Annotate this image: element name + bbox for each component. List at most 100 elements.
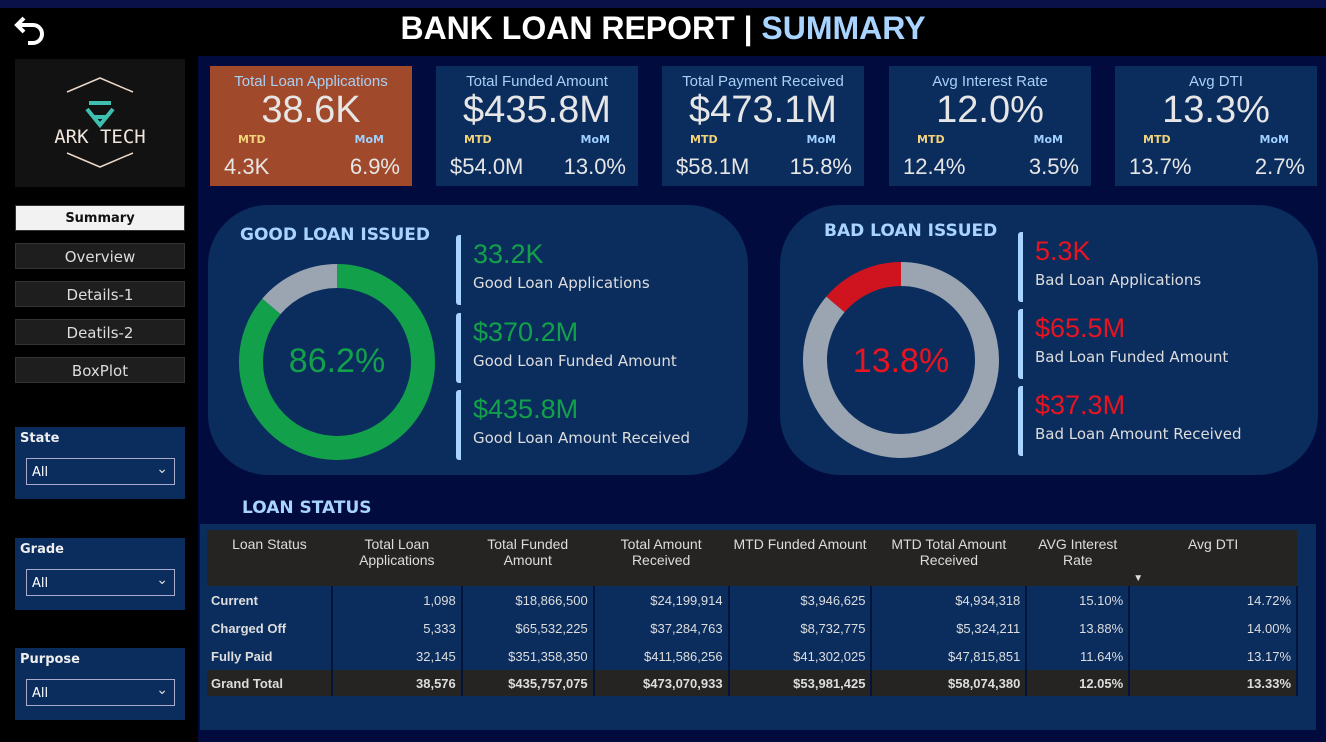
column-header[interactable]: MTD Funded Amount: [728, 530, 872, 586]
kpi-mom-value: 13.0%: [563, 154, 626, 179]
table-cell: $18,866,500: [461, 586, 595, 614]
stat-value: 5.3K: [1035, 236, 1091, 266]
table-cell: Current: [207, 586, 333, 614]
purpose-filter: Purpose All ⌄: [15, 648, 185, 720]
sort-descending-icon[interactable]: ▼: [1133, 573, 1144, 584]
state-dropdown[interactable]: All ⌄: [26, 458, 175, 485]
nav-details-2[interactable]: Deatils-2: [15, 319, 185, 345]
table-cell: $5,324,211: [871, 614, 1028, 642]
kpi-mom-label: MoM: [1033, 133, 1063, 146]
table-cell: $65,532,225: [461, 614, 595, 642]
stat-label: Bad Loan Amount Received: [1035, 425, 1242, 443]
column-header[interactable]: Avg DTI ▼: [1129, 530, 1297, 586]
kpi-mom-value: 2.7%: [1254, 154, 1305, 179]
total-cell: $58,074,380: [871, 670, 1028, 696]
nav-boxplot[interactable]: BoxPlot: [15, 357, 185, 383]
nav-summary[interactable]: Summary: [15, 205, 185, 231]
bad-loan-title: BAD LOAN ISSUED: [824, 221, 998, 241]
kpi-mtd-label: MTD: [1143, 133, 1171, 146]
table-cell: $37,284,763: [593, 614, 730, 642]
table-cell: $41,302,025: [728, 642, 873, 670]
stat-value: $37.3M: [1035, 390, 1126, 420]
column-header-text: Total Funded Amount: [487, 536, 569, 568]
good-loan-stat: $370.2M Good Loan Funded Amount: [456, 313, 677, 383]
column-header[interactable]: Total Amount Received: [593, 530, 729, 586]
table-row: Fully Paid 32,145 $351,358,350 $411,586,256…: [207, 642, 1298, 670]
title-highlight: SUMMARY: [761, 10, 926, 46]
chevron-down-icon: ⌄: [156, 682, 168, 698]
state-value: All: [32, 465, 49, 480]
kpi-card: Total Payment Received $473.1M MTD MoM $…: [662, 66, 864, 186]
kpi-mom-label: MoM: [806, 133, 836, 146]
page-title: BANK LOAN REPORT | SUMMARY: [0, 10, 1326, 47]
column-header[interactable]: Loan Status: [207, 530, 332, 586]
column-header-text: Avg DTI: [1187, 536, 1239, 552]
stat-label: Good Loan Funded Amount: [473, 352, 677, 370]
kpi-mtd-value: $54.0M: [450, 154, 524, 179]
total-cell: 12.05%: [1026, 670, 1131, 696]
loan-status-table: Loan Status Total Loan Applications Total …: [207, 530, 1298, 696]
kpi-mom-value: 15.8%: [789, 154, 852, 179]
table-cell: Fully Paid: [207, 642, 333, 670]
bad-loan-stat: 5.3K Bad Loan Applications: [1018, 232, 1201, 302]
column-header[interactable]: Total Loan Applications: [331, 530, 462, 586]
kpi-card: Total Loan Applications 38.6K MTD MoM 4.…: [210, 66, 412, 186]
donut-segment-primary: [803, 262, 999, 458]
total-cell: 13.33%: [1129, 670, 1298, 696]
total-cell: $473,070,933: [593, 670, 730, 696]
table-cell: $8,732,775: [728, 614, 873, 642]
grade-value: All: [32, 576, 49, 591]
kpi-mom-label: MoM: [580, 133, 610, 146]
top-stripe: [0, 0, 1326, 8]
donut-segment-secondary: [826, 262, 902, 313]
kpi-mom-value: 6.9%: [349, 154, 400, 179]
purpose-dropdown[interactable]: All ⌄: [26, 679, 175, 706]
table-cell: 11.64%: [1026, 642, 1131, 670]
column-header[interactable]: Total Funded Amount: [461, 530, 594, 586]
table-cell: $24,199,914: [593, 586, 730, 614]
table-cell: $411,586,256: [593, 642, 730, 670]
table-cell: 13.88%: [1026, 614, 1131, 642]
kpi-title: Total Funded Amount: [466, 73, 608, 90]
good-loan-title: GOOD LOAN ISSUED: [240, 225, 430, 245]
stat-value: $435.8M: [473, 394, 579, 424]
kpi-title: Total Loan Applications: [234, 73, 388, 90]
kpi-title: Total Payment Received: [682, 73, 844, 90]
table-cell: 1,098: [331, 586, 463, 614]
table-cell: 14.00%: [1129, 614, 1298, 642]
kpi-value: $435.8M: [463, 89, 611, 131]
table-row: Current 1,098 $18,866,500 $24,199,914 $3,946…: [207, 586, 1298, 614]
column-header[interactable]: MTD Total Amount Received: [871, 530, 1027, 586]
nav-overview[interactable]: Overview: [15, 243, 185, 269]
grade-filter-label: Grade: [20, 542, 64, 557]
kpi-mtd-value: 12.4%: [903, 154, 966, 179]
stat-value: $370.2M: [473, 317, 579, 347]
good-loan-stat: 33.2K Good Loan Applications: [456, 235, 650, 305]
kpi-value: 38.6K: [261, 89, 361, 131]
grand-total-row: Grand Total 38,576 $435,757,075 $473,070,93…: [207, 670, 1298, 696]
column-header-text: Total Loan Applications: [359, 536, 435, 568]
kpi-mom-label: MoM: [354, 133, 384, 146]
kpi-value: 12.0%: [936, 89, 1044, 131]
header-bar: [0, 8, 1326, 56]
column-header-text: AVG Interest Rate: [1038, 536, 1118, 568]
table-cell: 15.10%: [1026, 586, 1131, 614]
kpi-mtd-label: MTD: [690, 133, 718, 146]
column-header[interactable]: AVG Interest Rate: [1026, 530, 1130, 586]
kpi-mom-value: 3.5%: [1028, 154, 1079, 179]
kpi-value: 13.3%: [1162, 89, 1270, 131]
kpi-card: Avg Interest Rate 12.0% MTD MoM 12.4% 3.…: [889, 66, 1091, 186]
logo: ARK TECH: [15, 59, 185, 187]
kpi-mtd-label: MTD: [917, 133, 945, 146]
total-cell: Grand Total: [207, 670, 333, 696]
grade-dropdown[interactable]: All ⌄: [26, 569, 175, 596]
donut-segment-primary: [239, 264, 435, 460]
nav-details-1[interactable]: Details-1: [15, 281, 185, 307]
kpi-mom-label: MoM: [1259, 133, 1289, 146]
stat-label: Bad Loan Funded Amount: [1035, 348, 1229, 366]
donut-segment-secondary: [262, 264, 338, 315]
table-cell: 13.17%: [1129, 642, 1298, 670]
total-cell: $53,981,425: [728, 670, 873, 696]
good-loan-stat: $435.8M Good Loan Amount Received: [456, 390, 690, 460]
undo-arrow-icon[interactable]: [14, 12, 48, 54]
